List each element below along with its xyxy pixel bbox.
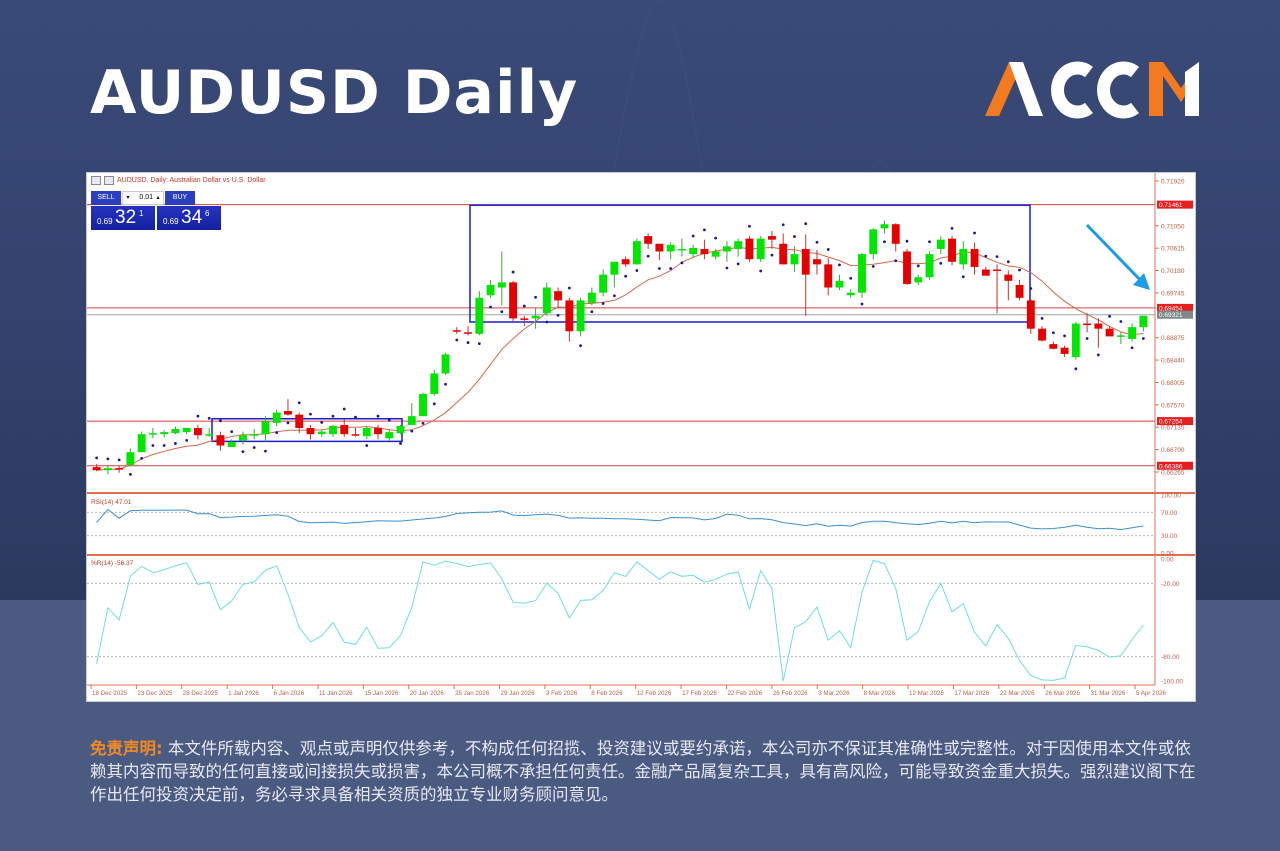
svg-text:11 Jan 2026: 11 Jan 2026 — [319, 690, 353, 697]
chart-icon — [91, 176, 101, 185]
buy-button[interactable]: BUY — [165, 191, 195, 205]
decrease-lot-icon[interactable]: ▾ — [126, 195, 130, 201]
svg-text:8 Feb 2026: 8 Feb 2026 — [591, 690, 623, 697]
svg-text:26 Mar 2026: 26 Mar 2026 — [1045, 690, 1080, 697]
disclaimer: 免责声明: 本文件所载内容、观点或声明仅供参考，不构成任何招揽、投资建议或要约承… — [90, 737, 1200, 806]
svg-text:12 Mar 2026: 12 Mar 2026 — [909, 690, 944, 697]
chart-title: AUDUSD, Daily: Australian Dollar vs U.S.… — [117, 177, 266, 184]
price-chart-canvas[interactable]: 0.71920 0.71050 0.70615 0.70180 0.69745 0.688… — [87, 173, 1195, 701]
svg-text:30.00: 30.00 — [1161, 533, 1178, 540]
svg-text:-20.00: -20.00 — [1161, 581, 1180, 588]
page-title: AUDUSD Daily — [90, 58, 579, 128]
lot-size-stepper[interactable]: ▾ 0.01 ▴ — [122, 191, 164, 205]
svg-text:31 Mar 2026: 31 Mar 2026 — [1091, 690, 1126, 697]
svg-text:0.70180: 0.70180 — [1161, 268, 1185, 275]
williams-r-label: %R(14) -56.37 — [91, 560, 134, 567]
svg-text:22 Mar 2026: 22 Mar 2026 — [1000, 690, 1035, 697]
svg-text:0.00: 0.00 — [1161, 557, 1174, 564]
svg-text:0.66265: 0.66265 — [1161, 470, 1185, 477]
svg-text:23 Dec 2025: 23 Dec 2025 — [137, 690, 173, 697]
svg-text:0.68875: 0.68875 — [1161, 335, 1185, 342]
svg-text:17 Feb 2026: 17 Feb 2026 — [682, 690, 717, 697]
symbol-icon — [104, 176, 114, 185]
svg-text:100.00: 100.00 — [1161, 493, 1181, 500]
sell-button[interactable]: SELL — [91, 191, 121, 205]
svg-text:5 Apr 2026: 5 Apr 2026 — [1136, 690, 1166, 697]
increase-lot-icon[interactable]: ▴ — [156, 195, 160, 201]
svg-text:0.68440: 0.68440 — [1161, 358, 1185, 365]
svg-text:20 Jan 2026: 20 Jan 2026 — [410, 690, 445, 697]
svg-text:-100.00: -100.00 — [1161, 679, 1183, 686]
svg-text:0.71461: 0.71461 — [1159, 202, 1183, 209]
trading-chart[interactable]: 0.71920 0.71050 0.70615 0.70180 0.69745 0.688… — [86, 172, 1196, 702]
accm-logo — [985, 61, 1199, 119]
disclaimer-text: 本文件所载内容、观点或声明仅供参考，不构成任何招揽、投资建议或要约承诺，本公司亦… — [90, 739, 1196, 804]
svg-text:3 Mar 2026: 3 Mar 2026 — [818, 690, 850, 697]
svg-text:25 Jan 2026: 25 Jan 2026 — [455, 690, 490, 697]
chart-header: AUDUSD, Daily: Australian Dollar vs U.S.… — [91, 176, 266, 185]
svg-text:0.66700: 0.66700 — [1161, 447, 1185, 454]
svg-text:0.67570: 0.67570 — [1161, 402, 1185, 409]
svg-text:0.69745: 0.69745 — [1161, 290, 1185, 297]
rsi-label: RSI(14) 47.01 — [91, 499, 132, 506]
one-click-trading-panel: SELL ▾ 0.01 ▴ BUY 0.69 32 1 0.69 34 6 — [91, 191, 221, 230]
svg-text:3 Feb 2026: 3 Feb 2026 — [546, 690, 578, 697]
svg-text:17 Mar 2026: 17 Mar 2026 — [954, 690, 989, 697]
svg-text:-80.00: -80.00 — [1161, 654, 1180, 661]
svg-text:0.71920: 0.71920 — [1161, 179, 1185, 186]
svg-text:0.70615: 0.70615 — [1161, 246, 1185, 253]
svg-text:8 Mar 2026: 8 Mar 2026 — [864, 690, 896, 697]
svg-text:28 Dec 2025: 28 Dec 2025 — [183, 690, 219, 697]
bid-price[interactable]: 0.69 32 1 — [91, 206, 155, 230]
svg-text:70.00: 70.00 — [1161, 510, 1178, 517]
svg-text:15 Jan 2026: 15 Jan 2026 — [364, 690, 399, 697]
svg-text:18 Dec 2025: 18 Dec 2025 — [92, 690, 128, 697]
disclaimer-label: 免责声明: — [90, 739, 163, 758]
svg-text:12 Feb 2026: 12 Feb 2026 — [637, 690, 672, 697]
svg-text:0.67135: 0.67135 — [1161, 425, 1185, 432]
svg-text:0.69321: 0.69321 — [1159, 312, 1183, 319]
svg-text:0.00: 0.00 — [1161, 551, 1174, 558]
svg-text:22 Feb 2026: 22 Feb 2026 — [727, 690, 762, 697]
svg-text:0.71050: 0.71050 — [1161, 223, 1185, 230]
lot-size-input[interactable]: 0.01 — [139, 194, 153, 201]
svg-text:1 Jan 2026: 1 Jan 2026 — [228, 690, 259, 697]
svg-text:26 Feb 2026: 26 Feb 2026 — [773, 690, 808, 697]
svg-text:0.66386: 0.66386 — [1159, 463, 1183, 470]
svg-text:0.69454: 0.69454 — [1159, 305, 1183, 312]
svg-text:6 Jan 2026: 6 Jan 2026 — [274, 690, 305, 697]
svg-text:0.68005: 0.68005 — [1161, 380, 1185, 387]
svg-text:0.67254: 0.67254 — [1159, 419, 1183, 426]
ask-price[interactable]: 0.69 34 6 — [157, 206, 221, 230]
svg-text:29 Jan 2026: 29 Jan 2026 — [501, 690, 536, 697]
